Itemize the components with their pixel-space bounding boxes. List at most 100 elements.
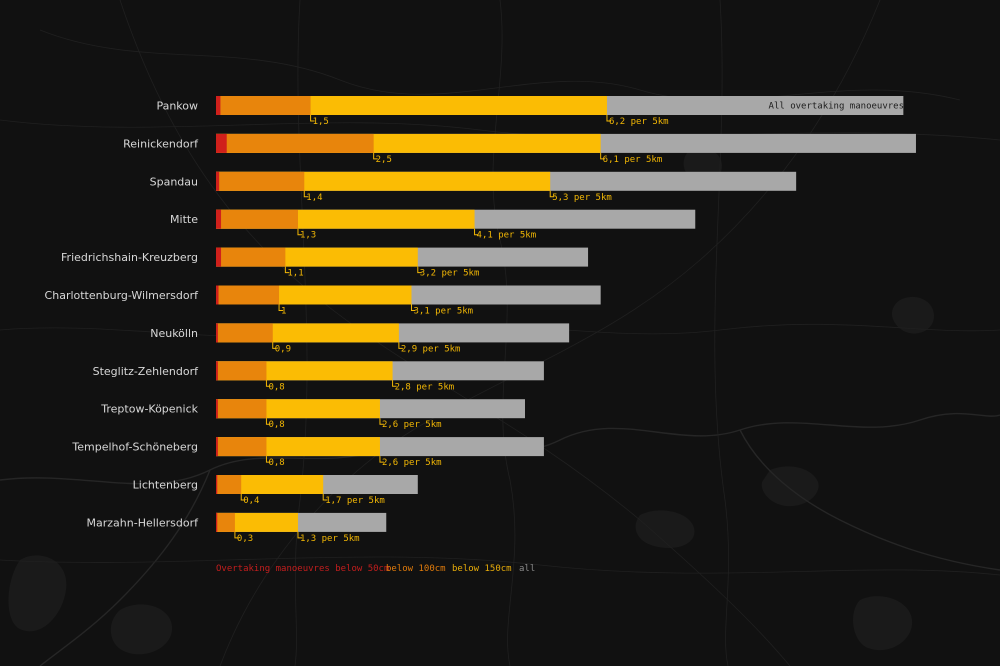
annotation-leader bbox=[474, 228, 479, 236]
annotation-leader bbox=[234, 531, 239, 539]
bar-below-100 bbox=[216, 285, 280, 305]
annotation-below-100: 1,5 bbox=[313, 117, 329, 127]
category-label: Treptow-Köpenick bbox=[100, 403, 198, 416]
category-label: Steglitz-Zehlendorf bbox=[93, 365, 200, 378]
bar-below-50 bbox=[216, 209, 222, 229]
annotation-below-100: 1,3 bbox=[300, 231, 316, 241]
annotation-below-150: 4,1 per 5km bbox=[477, 231, 537, 241]
annotation-leader bbox=[297, 228, 302, 236]
annotation-leader bbox=[392, 380, 397, 387]
bar-below-50 bbox=[216, 133, 227, 153]
road-line bbox=[0, 119, 1000, 141]
bar-below-100 bbox=[216, 361, 267, 381]
annotation-leader bbox=[379, 418, 384, 425]
lake-shape bbox=[110, 604, 173, 655]
bar-below-100 bbox=[216, 133, 374, 153]
bar-below-50 bbox=[216, 96, 221, 115]
bar-below-100 bbox=[216, 399, 267, 419]
category-label: Tempelhof-Schöneberg bbox=[71, 441, 198, 454]
annotation-below-100: 1,4 bbox=[306, 193, 322, 203]
annotation-below-100: 0,8 bbox=[268, 420, 284, 430]
bar-below-50 bbox=[216, 323, 218, 343]
lake-shape bbox=[853, 596, 913, 651]
annotation-below-100: 0,8 bbox=[268, 458, 284, 468]
annotation-below-100: 0,9 bbox=[275, 344, 291, 354]
bar-below-150 bbox=[216, 475, 324, 494]
annotation-below-150: 1,3 per 5km bbox=[300, 534, 360, 544]
category-label: Pankow bbox=[156, 100, 198, 113]
category-label: Reinickendorf bbox=[123, 137, 199, 150]
bars-layer: Pankow 1,5 6,2 per 5km Reinickendorf 2,5 6,1 … bbox=[45, 96, 916, 544]
bar-below-100 bbox=[216, 247, 286, 267]
annotation-below-150: 3,1 per 5km bbox=[413, 307, 473, 317]
annotation-below-100: 1 bbox=[281, 307, 286, 317]
annotation-leader bbox=[606, 115, 611, 122]
legend-item: all bbox=[519, 564, 535, 574]
annotation-below-150: 3,2 per 5km bbox=[420, 269, 480, 279]
bar-below-50 bbox=[216, 285, 219, 305]
annotation-leader bbox=[265, 380, 271, 387]
bar-below-50 bbox=[216, 437, 218, 457]
annotation-below-150: 2,6 per 5km bbox=[382, 420, 442, 430]
lake-shape bbox=[891, 296, 934, 334]
annotation-leader bbox=[265, 456, 271, 463]
annotation-below-100: 2,5 bbox=[376, 155, 392, 165]
lake-shape bbox=[635, 510, 695, 548]
category-label: Friedrichshain-Kreuzberg bbox=[61, 251, 198, 264]
annotation-leader bbox=[417, 266, 422, 274]
annotation-leader bbox=[310, 115, 315, 122]
river-line bbox=[39, 469, 211, 666]
bar-below-100 bbox=[216, 475, 242, 494]
bar-below-50 bbox=[216, 512, 218, 532]
bar-below-100 bbox=[216, 437, 267, 457]
category-label: Spandau bbox=[150, 175, 198, 188]
bar-below-100 bbox=[216, 96, 311, 115]
bar-below-50 bbox=[216, 399, 218, 419]
legend-item: below 100cm bbox=[386, 564, 446, 574]
bar-below-100 bbox=[216, 171, 305, 191]
annotation-leader bbox=[272, 342, 277, 349]
bar-below-100 bbox=[216, 512, 235, 532]
annotation-below-150: 2,6 per 5km bbox=[382, 458, 442, 468]
annotation-below-100: 0,3 bbox=[237, 534, 253, 544]
annotation-leader bbox=[278, 304, 284, 311]
annotation-leader bbox=[600, 152, 605, 160]
category-label: Marzahn-Hellersdorf bbox=[87, 516, 200, 529]
annotation-below-150: 2,9 per 5km bbox=[401, 344, 461, 354]
category-label: Mitte bbox=[170, 213, 198, 226]
annotation-leader bbox=[297, 531, 302, 539]
annotation-leader bbox=[240, 494, 246, 501]
annotation-leader bbox=[303, 190, 309, 198]
bar-below-50 bbox=[216, 475, 218, 494]
category-label: Charlottenburg-Wilmersdorf bbox=[45, 289, 200, 302]
legend-item: Overtaking manoeuvres below 50cm bbox=[216, 564, 389, 574]
annotation-below-100: 0,4 bbox=[243, 496, 259, 506]
bar-below-150 bbox=[216, 96, 607, 115]
annotation-leader bbox=[373, 152, 378, 160]
river-line bbox=[739, 429, 1000, 571]
annotation-below-150: 6,1 per 5km bbox=[603, 155, 663, 165]
bar-below-50 bbox=[216, 247, 222, 267]
legend-item: below 150cm bbox=[452, 564, 512, 574]
annotation-below-150: 2,8 per 5km bbox=[395, 382, 455, 392]
annotation-leader bbox=[549, 190, 555, 198]
annotation-leader bbox=[398, 342, 403, 349]
road-line bbox=[39, 29, 961, 101]
annotation-leader bbox=[410, 304, 416, 311]
annotation-leader bbox=[284, 266, 290, 274]
annotation-leader bbox=[379, 456, 384, 463]
annotation-leader bbox=[322, 494, 328, 501]
bar-below-150 bbox=[216, 512, 298, 532]
road-line bbox=[0, 556, 1000, 576]
bar-below-50 bbox=[216, 361, 218, 381]
annotation-below-100: 0,8 bbox=[268, 382, 284, 392]
annotation-below-150: 1,7 per 5km bbox=[325, 496, 385, 506]
annotation-below-150: 6,2 per 5km bbox=[609, 117, 669, 127]
road-line bbox=[714, 0, 729, 666]
bar-below-100 bbox=[216, 209, 298, 229]
category-label: Neukölln bbox=[150, 327, 198, 340]
inline-series-label: All overtaking manoeuvres bbox=[769, 102, 904, 112]
